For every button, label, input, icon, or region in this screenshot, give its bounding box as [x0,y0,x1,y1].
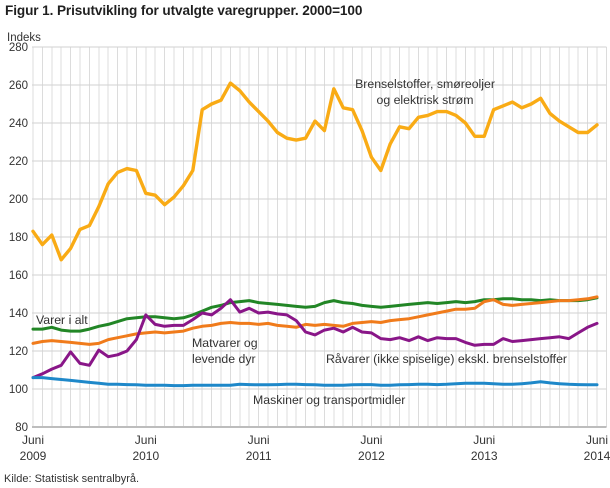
y-tick-label: 180 [9,232,28,244]
y-tick-label: 120 [9,346,28,358]
y-tick-label: 220 [9,156,28,168]
x-tick-label-year: 2010 [132,449,159,463]
x-tick-label-month: Juni [248,433,270,447]
y-tick-label: 100 [9,384,28,396]
x-tick-label-year: 2014 [584,449,610,463]
y-tick-label: 140 [9,308,28,320]
series-label-brenselstoffer: Brenselstoffer, smøreoljer [355,77,495,91]
series-label-brenselstoffer: og elektrisk strøm [376,93,473,107]
x-tick-label-month: Juni [135,433,157,447]
x-tick-label-year: 2012 [358,449,385,463]
x-tick-label-year: 2009 [20,449,47,463]
y-tick-label: 160 [9,270,28,282]
series-label-maskiner: Maskiner og transportmidler [253,393,405,407]
series-line-varer-i-alt [31,296,599,333]
y-axis-title: Indeks [7,32,41,44]
x-tick-label-month: Juni [22,433,44,447]
y-tick-label: 260 [9,80,28,92]
y-tick-label: 240 [9,118,28,130]
x-tick-label-year: 2013 [471,449,498,463]
series-line-maskiner [31,376,599,388]
series-line-ravarer [31,298,599,380]
series-label-ravarer: Råvarer (ikke spiselige) ekskl. brensels… [326,352,567,366]
y-tick-label: 80 [15,422,28,434]
series-line-matvarer [31,295,599,346]
series-label-matvarer: Matvarer og [192,336,258,350]
series-label-varer-i-alt: Varer i alt [36,313,88,327]
x-tick-label-month: Juni [360,433,382,447]
y-tick-label: 200 [9,194,28,206]
series-line-brenselstoffer [31,81,599,262]
y-tick-label: 280 [9,42,28,54]
x-tick-label-year: 2011 [246,449,272,463]
figure-title: Figur 1. Prisutvikling for utvalgte vare… [5,3,363,18]
source-note: Kilde: Statistisk sentralbyrå. [4,473,140,485]
series-label-matvarer: levende dyr [192,352,256,366]
x-tick-label-month: Juni [473,433,495,447]
x-tick-label-month: Juni [586,433,608,447]
